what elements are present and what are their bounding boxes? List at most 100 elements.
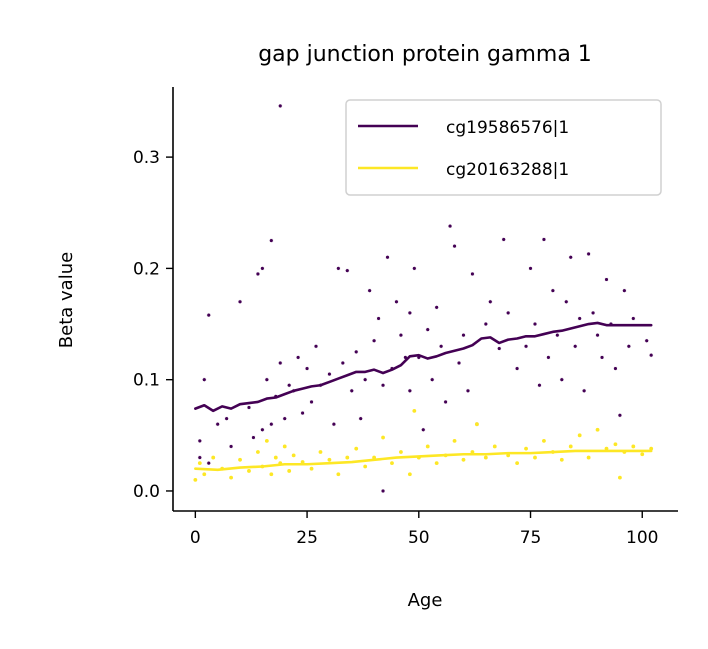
series-0-point-4: [206, 312, 211, 318]
series-0-point-14: [264, 377, 270, 382]
series-1-point-15: [287, 469, 292, 473]
series-0-point-73: [532, 321, 538, 327]
series-1-point-23: [354, 446, 359, 451]
series-1-point-24: [363, 464, 368, 469]
chart-title: gap junction protein gamma 1: [258, 42, 592, 67]
series-0-point-2: [202, 377, 207, 382]
series-0-point-20: [282, 416, 287, 421]
x-tick-label-4: 100: [626, 528, 658, 548]
series-0-trend-line: [194, 321, 653, 413]
series-0-point-43: [385, 255, 390, 260]
series-1-point-42: [515, 461, 520, 466]
series-0-point-57: [443, 399, 448, 405]
series-1-point-7: [247, 469, 251, 473]
series-1-point-43: [524, 446, 528, 451]
series-0-point-7: [228, 444, 234, 449]
x-tick-label-2: 50: [408, 528, 430, 548]
series-0-point-13: [260, 427, 265, 432]
series-0-point-39: [371, 338, 377, 343]
series-1-point-22: [345, 455, 350, 460]
series-0-point-21: [287, 383, 292, 388]
series-1-point-36: [461, 457, 466, 462]
series-1-point-28: [399, 450, 403, 454]
series-0-point-53: [425, 327, 430, 332]
series-0-point-61: [461, 333, 466, 338]
series-0-point-12: [260, 266, 265, 271]
legend-label-0: cg19586576|1: [446, 118, 569, 138]
legend: cg19586576|1 cg20163288|1: [345, 99, 662, 196]
series-1-point-57: [640, 452, 645, 457]
series-0-point-23: [295, 355, 301, 360]
series-1-point-12: [273, 455, 278, 460]
series-0-point-94: [626, 344, 631, 349]
series-0-point-6: [224, 416, 229, 421]
series-0-point-49: [407, 388, 413, 393]
y-tick-label-0: 0.0: [133, 482, 160, 502]
series-0-point-83: [577, 316, 582, 321]
series-1-point-6: [238, 457, 242, 462]
series-1-point-27: [390, 461, 394, 466]
series-0-point-84: [582, 388, 587, 393]
series-0-point-58: [447, 223, 453, 229]
x-tick-label-3: 75: [520, 528, 542, 548]
series-0-point-15: [269, 238, 274, 243]
series-1-point-33: [434, 461, 439, 466]
series-0-point-75: [541, 237, 547, 242]
series-1-point-44: [533, 455, 537, 460]
series-0-point-79: [559, 377, 564, 382]
series-1-point-21: [336, 472, 341, 477]
series-1-point-40: [492, 444, 497, 449]
series-0-point-89: [604, 277, 609, 282]
series-0-point-87: [595, 333, 600, 338]
series-1-point-53: [613, 442, 618, 447]
series-0-point-69: [506, 310, 511, 316]
series-0: [197, 103, 654, 494]
series-1-point-48: [568, 444, 573, 449]
y-axis-label: Beta value: [56, 252, 77, 348]
x-tick-label-1: 25: [296, 528, 318, 548]
series-0-point-67: [497, 346, 502, 351]
series-0-point-48: [407, 310, 413, 316]
series-0-point-8: [237, 299, 243, 304]
series-0-point-59: [452, 243, 457, 249]
series-1-trend-line: [194, 449, 653, 472]
series-1-point-8: [256, 450, 260, 454]
series-0-point-95: [631, 316, 636, 321]
series-1-point-11: [269, 472, 274, 477]
series-0-point-60: [456, 360, 462, 366]
series-1-point-16: [291, 453, 296, 458]
series-0-point-10: [251, 435, 256, 440]
series-0-point-30: [331, 422, 337, 427]
legend-box: [345, 99, 662, 196]
series-1-point-3: [211, 455, 216, 460]
series-1-point-38: [474, 422, 479, 427]
series-1-point-50: [586, 455, 591, 460]
x-axis-label: Age: [408, 590, 443, 611]
series-1-point-14: [282, 444, 287, 449]
series-0-point-34: [349, 388, 354, 393]
series-0-point-76: [546, 355, 551, 360]
series-0-point-40: [376, 316, 381, 321]
series-1-point-1: [197, 461, 202, 466]
series-1-point-51: [595, 427, 600, 432]
series-0-point-74: [537, 383, 542, 388]
series-0-point-72: [528, 266, 533, 271]
series-1-point-0: [193, 477, 198, 482]
series-0-point-54: [430, 377, 435, 382]
series-1-point-19: [318, 450, 323, 454]
series-1: [193, 408, 654, 482]
series-0-point-65: [483, 321, 488, 327]
series-0-point-31: [336, 266, 341, 271]
series-0-point-0: [197, 455, 202, 460]
series-0-point-68: [501, 237, 506, 242]
series-0-point-35: [354, 349, 359, 355]
series-0-point-93: [622, 288, 627, 293]
series-0-point-78: [555, 333, 560, 338]
series-0-point-26: [309, 399, 314, 405]
series-0-point-29: [327, 371, 332, 377]
series-1-point-45: [542, 438, 546, 443]
series-0-point-81: [568, 255, 573, 260]
series-1-point-56: [631, 444, 636, 449]
series-0-point-71: [523, 344, 529, 349]
